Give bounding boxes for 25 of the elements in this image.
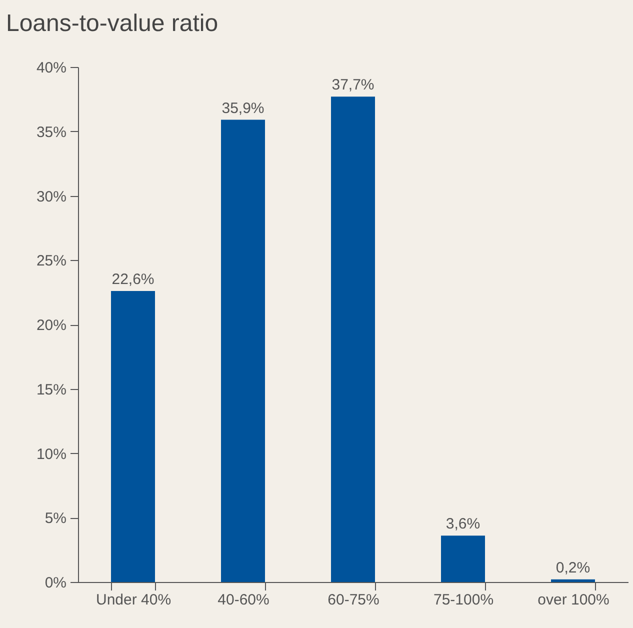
data-label: 3,6%	[446, 516, 480, 533]
bar	[331, 96, 375, 582]
y-tick-label: 25%	[36, 252, 66, 270]
data-label: 37,7%	[332, 76, 374, 94]
data-label: 35,9%	[222, 100, 264, 117]
y-tick-label: 5%	[44, 510, 66, 528]
y-tick-label: 30%	[36, 188, 66, 206]
x-tick-label: over 100%	[538, 592, 610, 608]
y-tick-label: 35%	[36, 124, 66, 141]
data-label: 22,6%	[112, 271, 154, 288]
y-tick-label: 40%	[36, 60, 66, 76]
y-tick-label: 0%	[44, 574, 66, 592]
y-tick-label: 15%	[36, 381, 66, 398]
x-tick-label: 60-75%	[328, 592, 380, 608]
y-tick-label: 10%	[36, 446, 66, 463]
y-tick-label: 20%	[36, 317, 66, 334]
chart-title: Loans-to-value ratio	[6, 10, 218, 37]
bar	[221, 120, 265, 582]
data-label: 0,2%	[556, 559, 590, 576]
x-tick-label: 75-100%	[433, 592, 494, 608]
bar	[111, 291, 155, 582]
x-tick-label: 40-60%	[218, 592, 270, 608]
bar	[551, 579, 595, 582]
x-tick-label: Under 40%	[96, 592, 172, 608]
bar	[441, 536, 485, 582]
